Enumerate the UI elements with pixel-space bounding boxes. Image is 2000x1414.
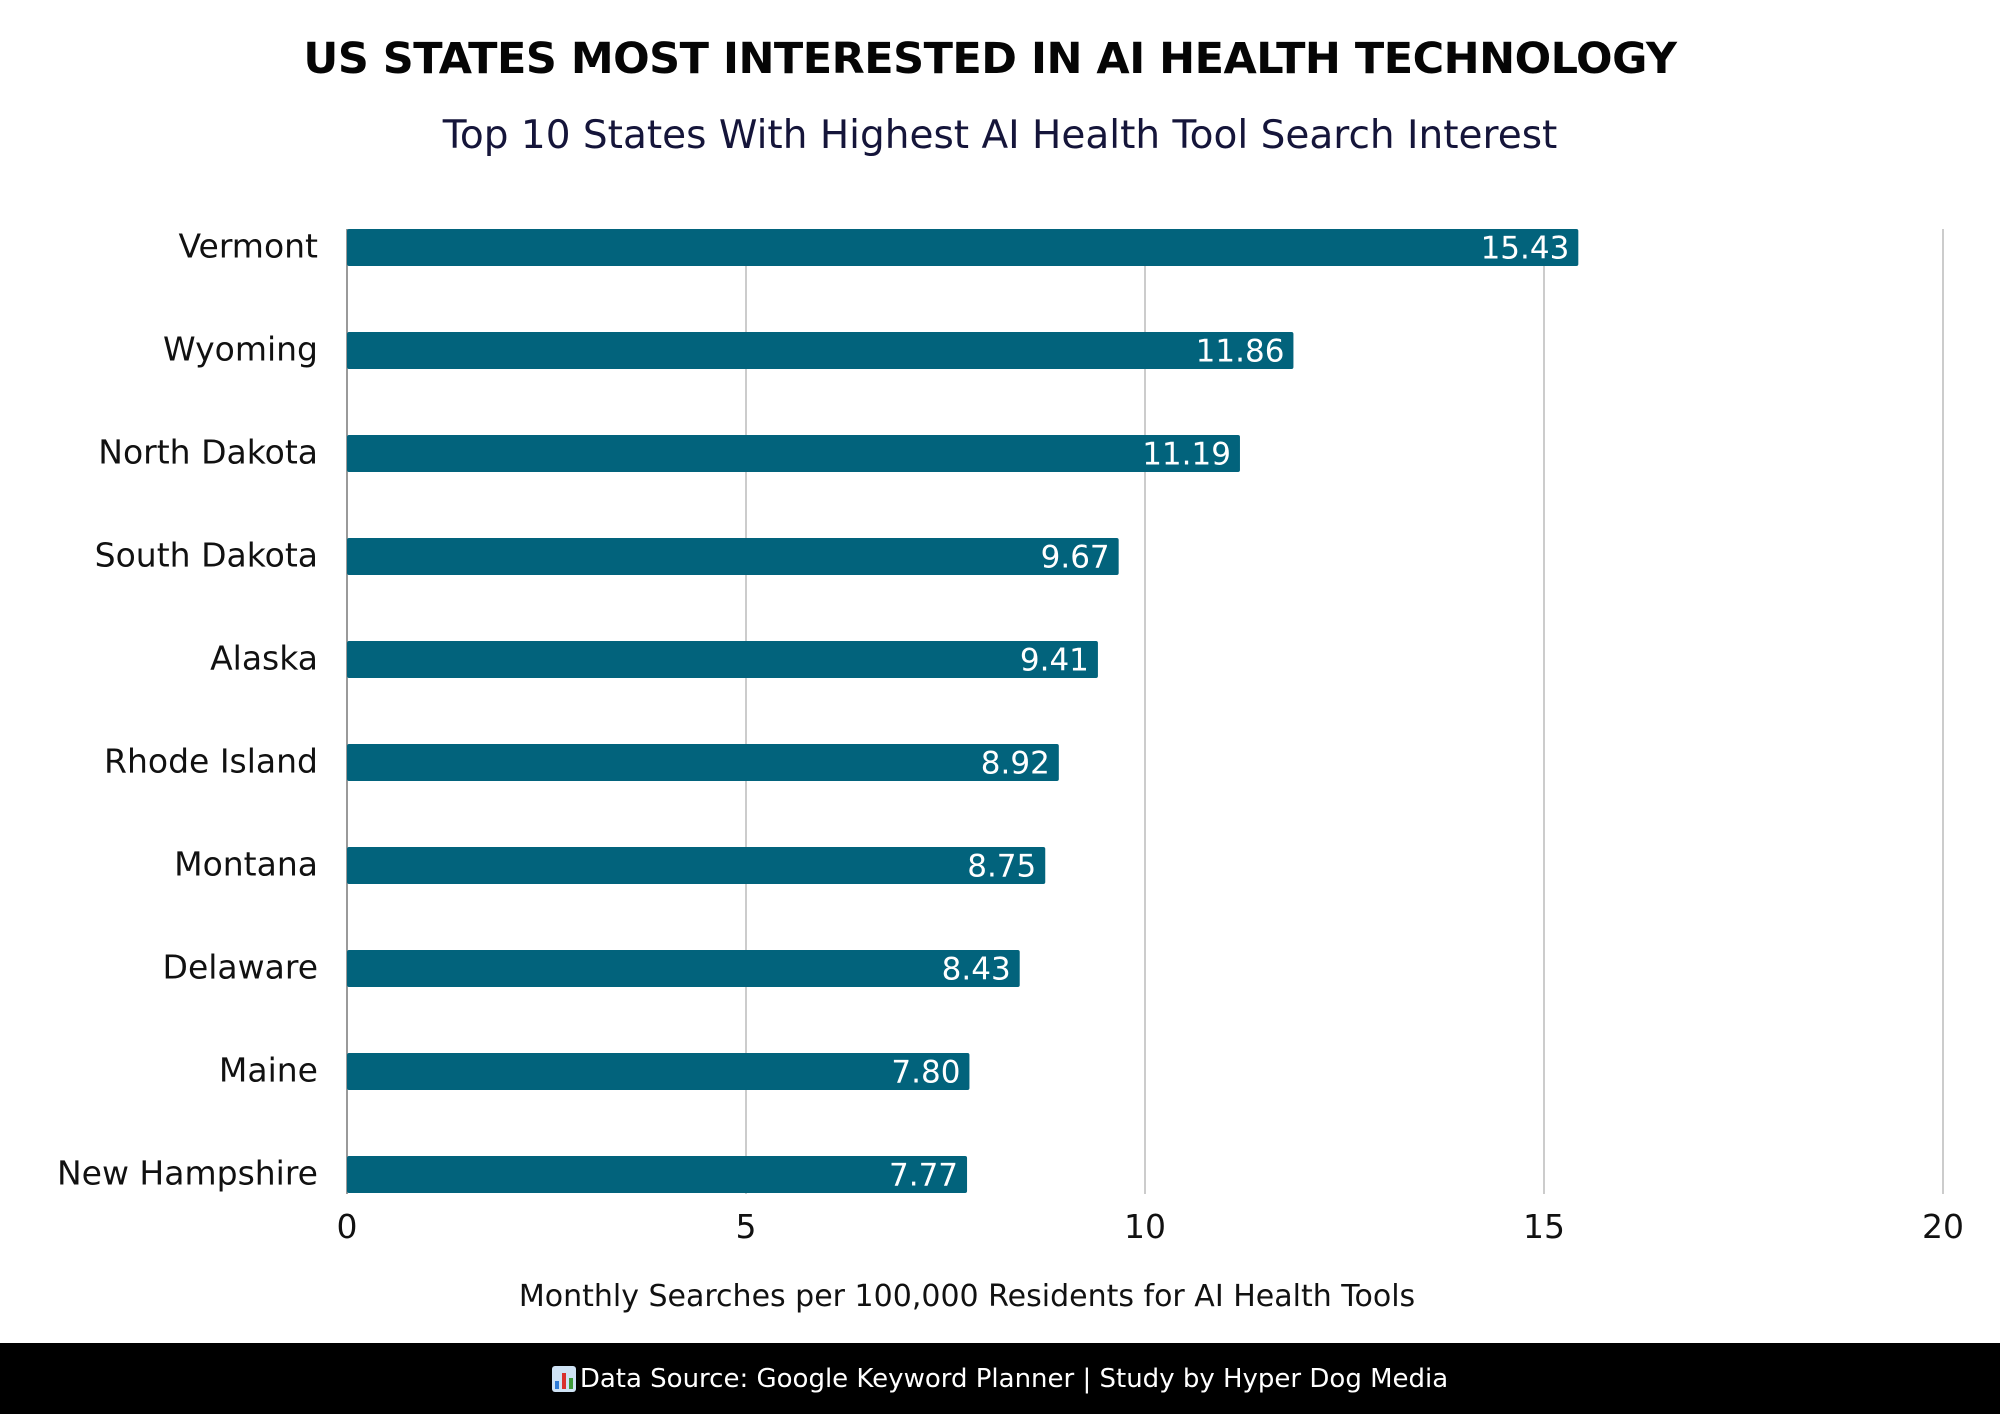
category-labels: Vermont Wyoming North Dakota South Dakota Al… (57, 227, 318, 1193)
bar (347, 1053, 970, 1090)
bar (347, 950, 1020, 987)
category-label: North Dakota (98, 433, 318, 472)
bar (347, 641, 1098, 678)
bar (347, 1156, 968, 1193)
bar (347, 332, 1294, 369)
bar (347, 229, 1579, 266)
bar-value-label: 11.19 (1142, 437, 1231, 473)
bar-chart-icon (551, 1365, 576, 1392)
x-axis-label: Monthly Searches per 100,000 Residents f… (519, 1279, 1415, 1314)
bar (347, 847, 1046, 884)
category-label: New Hampshire (57, 1154, 318, 1193)
x-tick-labels: 0 5 10 15 20 (337, 1207, 1965, 1246)
bar (347, 744, 1059, 781)
category-label: Montana (174, 845, 318, 884)
category-label: Vermont (179, 227, 319, 266)
bar-value-label: 8.75 (967, 849, 1036, 885)
bar-value-label: 8.92 (981, 746, 1050, 782)
category-label: Wyoming (163, 330, 318, 369)
footer-text: Data Source: Google Keyword Planner | St… (579, 1363, 1449, 1394)
x-tick-label: 5 (736, 1207, 757, 1246)
category-label: Alaska (210, 639, 318, 678)
footer-source: Data Source: Google Keyword Planner | St… (551, 1363, 1449, 1394)
bars: 15.43 11.86 11.19 9.67 9.41 8.92 8.75 8.43 7.80 7… (347, 229, 1579, 1194)
x-tick-label: 15 (1523, 1207, 1565, 1246)
bar (347, 538, 1119, 575)
bar-value-label: 9.41 (1020, 643, 1089, 679)
footer-bar: Data Source: Google Keyword Planner | St… (0, 1343, 2000, 1414)
bar (347, 435, 1240, 472)
x-tick-label: 20 (1922, 1207, 1964, 1246)
bar-value-label: 8.43 (942, 952, 1011, 988)
bar-chart: 15.43 11.86 11.19 9.67 9.41 8.92 8.75 8.43 7.80 7… (57, 227, 1965, 1315)
x-tick-label: 0 (337, 1207, 358, 1246)
category-label: Delaware (163, 948, 318, 987)
category-label: South Dakota (95, 536, 318, 575)
bar-value-label: 15.43 (1481, 231, 1570, 267)
category-label: Maine (219, 1051, 318, 1090)
bar-value-label: 9.67 (1041, 540, 1110, 576)
bar-value-label: 7.80 (891, 1055, 960, 1091)
chart-title: US STATES MOST INTERESTED IN AI HEALTH T… (303, 34, 1677, 84)
chart-subtitle: Top 10 States With Highest AI Health Too… (442, 113, 1558, 158)
bar-value-label: 7.77 (889, 1158, 958, 1194)
bar-value-label: 11.86 (1196, 334, 1285, 370)
gridlines (346, 229, 1944, 1194)
x-tick-label: 10 (1124, 1207, 1166, 1246)
category-label: Rhode Island (104, 742, 318, 781)
